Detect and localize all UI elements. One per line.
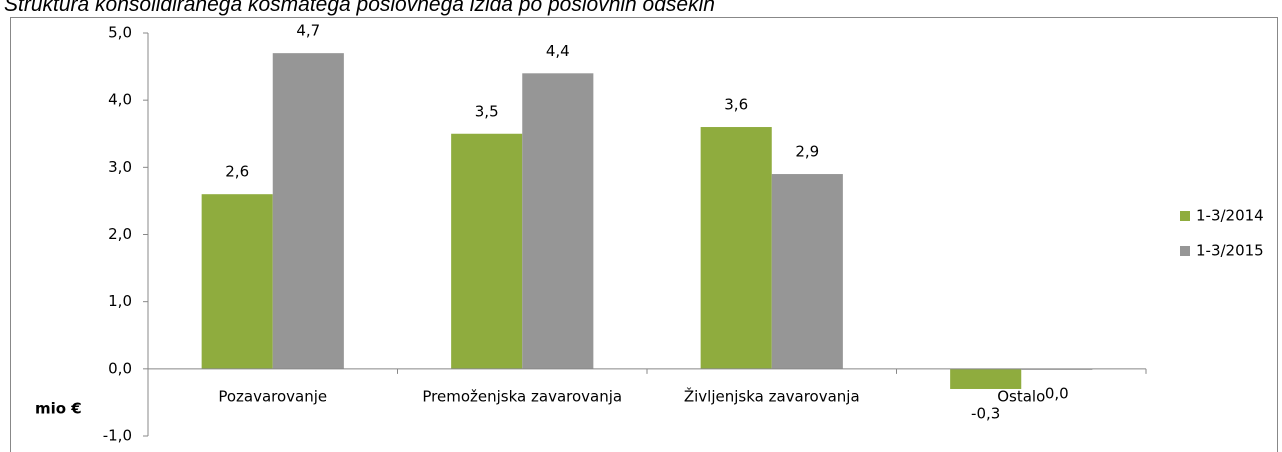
- data-label: 4,4: [546, 42, 570, 60]
- y-tick-label: 4,0: [108, 91, 132, 109]
- x-tick-label: Ostalo: [997, 387, 1045, 405]
- y-tick-label: 2,0: [108, 225, 132, 243]
- y-tick-label: 3,0: [108, 158, 132, 176]
- bar: [771, 174, 843, 369]
- bar: [451, 133, 523, 369]
- data-label: 3,5: [475, 102, 499, 120]
- legend-swatch: [1180, 211, 1190, 221]
- chart-frame: [10, 17, 1278, 452]
- bar: [522, 73, 594, 369]
- x-tick-label: Pozavarovanje: [218, 387, 327, 405]
- y-tick-label: 1,0: [108, 292, 132, 310]
- x-tick-label: Življenjska zavarovanja: [684, 386, 860, 405]
- bar: [272, 53, 344, 369]
- y-tick-label: 0,0: [108, 359, 132, 377]
- y-tick-label: 5,0: [108, 24, 132, 42]
- data-label: 4,7: [296, 22, 320, 40]
- data-label: 2,6: [225, 163, 249, 181]
- legend-label: 1-3/2014: [1196, 207, 1264, 225]
- bar: [201, 194, 273, 369]
- legend-swatch: [1180, 246, 1190, 256]
- chart-title: Struktura konsolidiranega kosmatega posl…: [4, 0, 715, 16]
- data-label: 2,9: [795, 143, 819, 161]
- bar: [700, 127, 772, 369]
- x-tick-label: Premoženjska zavarovanja: [422, 387, 622, 405]
- data-label: -0,3: [971, 404, 1000, 422]
- y-tick-label: -1,0: [103, 427, 132, 445]
- data-label: 3,6: [724, 96, 748, 114]
- bar: [950, 368, 1022, 389]
- data-label: 0,0: [1045, 384, 1069, 402]
- legend-label: 1-3/2015: [1196, 242, 1264, 260]
- y-axis-label: mio €: [35, 400, 82, 418]
